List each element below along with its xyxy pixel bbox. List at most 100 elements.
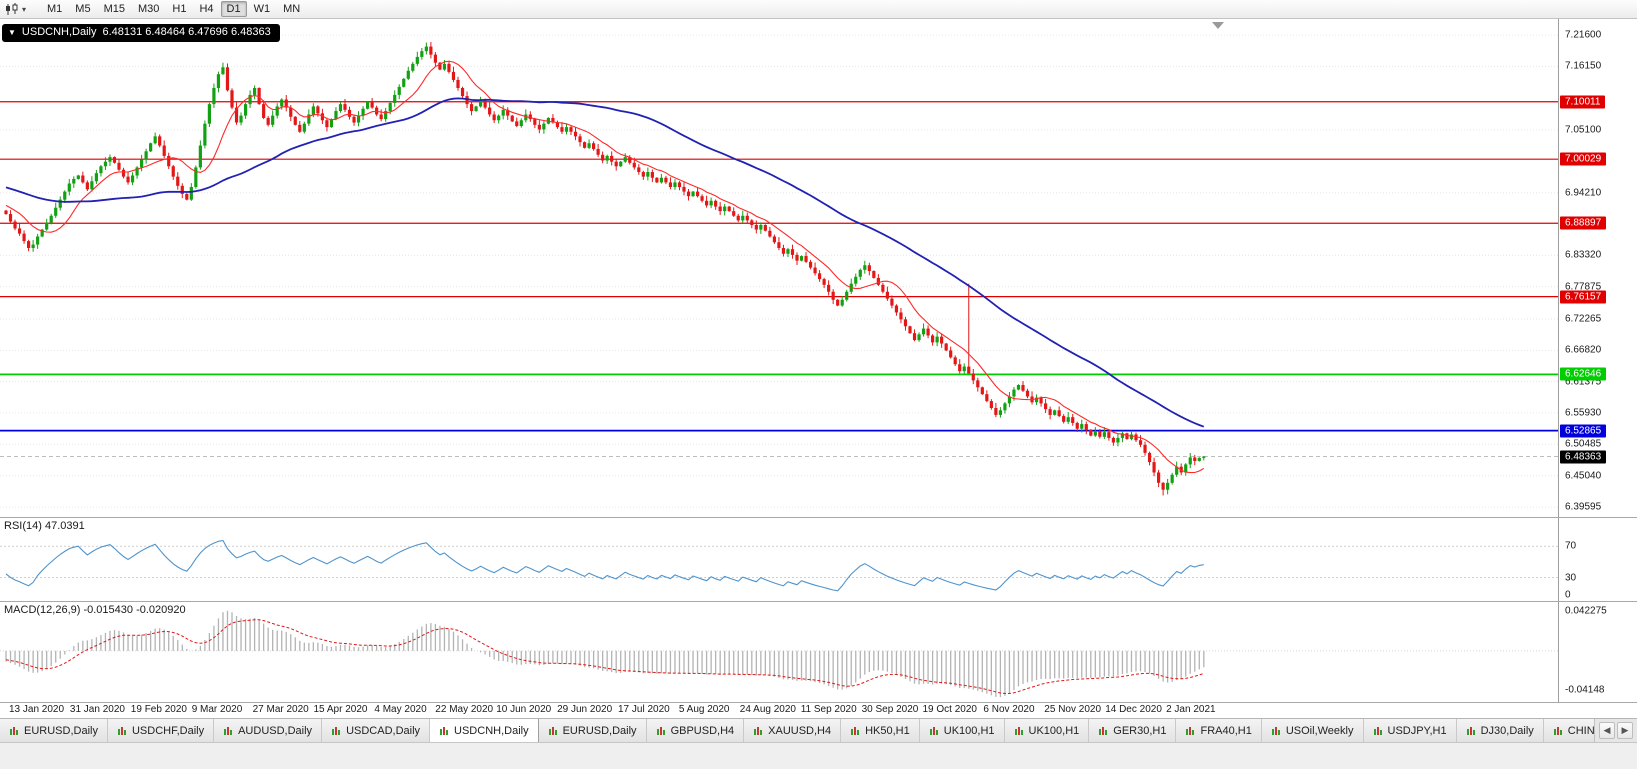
price-tick-label: 6.83320	[1565, 249, 1602, 261]
rsi-line	[5, 539, 1204, 592]
chart-tab-gbpusd-h4[interactable]: GBPUSD,H4	[646, 719, 745, 742]
chart-tab-usdcad-daily[interactable]: USDCAD,Daily	[322, 719, 431, 742]
symbol-name: USDCNH,Daily	[21, 26, 97, 38]
chart-tab-xauusd-h4[interactable]: XAUUSD,H4	[744, 719, 842, 742]
price-tick-label: 6.61375	[1565, 376, 1602, 388]
chart-icon	[440, 726, 449, 735]
chart-icon	[1466, 726, 1475, 735]
chart-tab-label: USDCHF,Daily	[131, 724, 205, 737]
level-price-badge: 6.76157	[1560, 290, 1607, 304]
chart-tab-label: GBPUSD,H4	[670, 724, 735, 737]
panel-divider[interactable]	[0, 702, 1637, 703]
chart-type-control: ▾	[3, 1, 32, 17]
rsi-plot[interactable]: RSI(14) 47.0391	[0, 518, 1558, 601]
time-tick-label: 9 Mar 2020	[191, 704, 243, 715]
chart-tab-label: HK50,H1	[865, 724, 910, 737]
ma-fast-line	[5, 60, 1205, 474]
rsi-tick-label: 30	[1565, 572, 1577, 583]
timeframe-button-w1[interactable]: W1	[248, 1, 277, 17]
level-price-badge: 7.10011	[1560, 95, 1606, 109]
tabs-scroll-controls: ◀ ▶	[1594, 719, 1637, 742]
chart-type-dropdown-caret[interactable]: ▾	[22, 4, 27, 14]
price-tick-label: 6.94210	[1565, 187, 1602, 199]
chart-tab-china300-h1[interactable]: CHINA300,H1	[1543, 719, 1594, 742]
time-tick-label: 24 Aug 2020	[739, 704, 796, 715]
level-lines-layer	[0, 101, 1558, 432]
chart-tab-label: UK100,H1	[1028, 724, 1080, 737]
price-tick-label: 6.39595	[1565, 501, 1602, 513]
chart-icon	[332, 726, 341, 735]
level-price-badge: 7.00029	[1560, 152, 1607, 166]
time-tick-label: 5 Aug 2020	[678, 704, 730, 715]
chart-tab-usdchf-daily[interactable]: USDCHF,Daily	[107, 719, 215, 742]
price-tick-label: 7.21600	[1565, 29, 1602, 41]
candlestick-chart-icon[interactable]	[3, 1, 21, 17]
toolbar: ▾ M1 M5 M15 M30 H1 H4 D1 W1 MN	[0, 0, 1637, 19]
time-tick-label: 19 Feb 2020	[130, 704, 187, 715]
chart-tab-label: USDJPY,H1	[1387, 724, 1447, 737]
chart-tab-dj30-daily[interactable]: DJ30,Daily	[1456, 719, 1544, 742]
timeframe-button-h1[interactable]: H1	[166, 1, 192, 17]
chart-shift-marker[interactable]	[1212, 22, 1224, 29]
time-tick-label: 30 Sep 2020	[861, 704, 919, 715]
timeframe-button-m30[interactable]: M30	[132, 1, 165, 17]
chart-tab-label: USOil,Weekly	[1285, 724, 1354, 737]
time-tick-label: 13 Jan 2020	[9, 704, 65, 715]
tabs-scroll-right-button[interactable]: ▶	[1617, 722, 1633, 739]
timeframe-button-m15[interactable]: M15	[98, 1, 131, 17]
rsi-axis[interactable]: 70 30 0	[1558, 518, 1637, 601]
candles-layer	[4, 42, 1206, 496]
chart-icon	[1186, 726, 1195, 735]
timeframe-button-h4[interactable]: H4	[193, 1, 219, 17]
time-tick-label: 6 Nov 2020	[983, 704, 1035, 715]
chart-tab-uk100-h1[interactable]: UK100,H1	[1004, 719, 1090, 742]
chart-icon	[10, 726, 18, 735]
main-chart-plot[interactable]: ▼ USDCNH,Daily 6.48131 6.48464 6.47696 6…	[0, 19, 1558, 517]
chart-tab-hk50-h1[interactable]: HK50,H1	[841, 719, 920, 742]
time-axis[interactable]: 13 Jan 2020 31 Jan 2020 19 Feb 2020 9 Mar 2…	[0, 703, 1637, 718]
chart-tab-uk100-h1[interactable]: UK100,H1	[919, 719, 1005, 742]
main-chart-canvas[interactable]	[0, 19, 1558, 517]
macd-label: MACD(12,26,9) -0.015430 -0.020920	[4, 604, 186, 616]
symbol-dropdown-icon[interactable]: ▼	[8, 28, 16, 37]
price-tick-label: 6.66820	[1565, 344, 1602, 356]
chart-tab-eurusd-daily[interactable]: EURUSD,Daily	[0, 719, 108, 742]
chart-tabs: EURUSD,Daily USDCHF,Daily AUDUSD,Daily USDC…	[0, 719, 1594, 742]
timeframe-button-m1[interactable]: M1	[41, 1, 68, 17]
rsi-chart-canvas[interactable]	[0, 518, 1558, 601]
macd-plot[interactable]: MACD(12,26,9) -0.015430 -0.020920	[0, 602, 1558, 702]
rsi-tick-label: 70	[1565, 540, 1577, 552]
chart-tab-fra40-h1[interactable]: FRA40,H1	[1176, 719, 1262, 742]
macd-axis[interactable]: 0.042275 -0.04148	[1558, 602, 1637, 702]
time-tick-label: 22 May 2020	[435, 704, 494, 715]
timeframe-button-d1[interactable]: D1	[220, 1, 247, 17]
time-tick-label: 2 Jan 2021	[1166, 704, 1216, 715]
status-bar	[0, 742, 1637, 769]
chart-tab-label: EURUSD,Daily	[24, 724, 98, 737]
macd-chart-canvas[interactable]	[0, 602, 1558, 702]
price-axis[interactable]: 7.21600 7.16150 7.05100 6.94210 6.83320 6.778…	[1558, 19, 1637, 517]
panel-divider[interactable]	[0, 601, 1637, 602]
timeframe-button-mn[interactable]: MN	[277, 1, 306, 17]
chart-tab-usdcnh-daily[interactable]: USDCNH,Daily	[430, 719, 539, 742]
chart-icon	[929, 726, 938, 735]
macd-histogram-layer	[5, 610, 1205, 698]
timeframe-buttons: M1 M5 M15 M30 H1 H4 D1 W1 MN	[41, 1, 306, 17]
chart-tab-usdjpy-h1[interactable]: USDJPY,H1	[1363, 719, 1457, 742]
price-tick-label: 6.50485	[1565, 438, 1602, 450]
chart-tab-label: UK100,H1	[943, 724, 995, 737]
chart-icon	[1099, 726, 1108, 735]
symbol-ohlc-values: 6.48131 6.48464 6.47696 6.48363	[102, 26, 271, 38]
tabs-scroll-left-button[interactable]: ◀	[1599, 722, 1615, 739]
chart-tab-audusd-daily[interactable]: AUDUSD,Daily	[214, 719, 323, 742]
chart-tab-eurusd-daily[interactable]: EURUSD,Daily	[538, 719, 647, 742]
chart-tab-ger30-h1[interactable]: GER30,H1	[1089, 719, 1177, 742]
time-tick-label: 14 Dec 2020	[1105, 704, 1162, 715]
panel-divider[interactable]	[0, 517, 1637, 518]
chart-icon	[656, 726, 665, 735]
timeframe-button-m5[interactable]: M5	[69, 1, 96, 17]
macd-tick-label: -0.04148	[1565, 684, 1605, 696]
price-tick-label: 6.55930	[1565, 407, 1602, 419]
chart-tab-usoil-weekly[interactable]: USOil,Weekly	[1261, 719, 1364, 742]
symbol-ohlc-badge[interactable]: ▼ USDCNH,Daily 6.48131 6.48464 6.47696 6…	[2, 24, 280, 42]
